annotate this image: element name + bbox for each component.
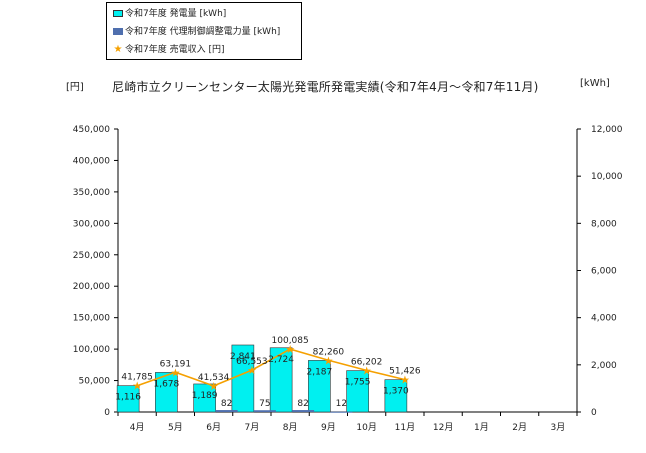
right-tick-label: 8,000	[591, 219, 617, 229]
x-tick-label: 7月	[245, 422, 260, 433]
curtailment-bar	[253, 410, 276, 412]
x-tick-label: 11月	[395, 422, 415, 433]
generation-data-label: 2,724	[268, 355, 294, 365]
curtailment-swatch-icon	[113, 28, 123, 35]
curtailment-bar	[292, 410, 315, 412]
left-tick-label: 150,000	[73, 314, 110, 324]
left-tick-label: 100,000	[73, 345, 110, 355]
revenue-point: ★	[285, 343, 295, 356]
revenue-data-label: 66,202	[351, 357, 383, 367]
generation-bar	[346, 370, 369, 413]
revenue-data-label: 100,085	[272, 336, 309, 346]
legend-item-generation: 令和7年度 発電量 [kWh]	[113, 8, 226, 20]
generation-data-label: 1,189	[192, 391, 218, 401]
x-tick-label: 10月	[356, 422, 376, 433]
left-tick-label: 250,000	[73, 251, 110, 261]
revenue-data-label: 63,191	[160, 359, 192, 369]
x-tick-label: 2月	[512, 422, 527, 433]
generation-data-label: 1,755	[345, 378, 371, 388]
generation-bar	[155, 372, 178, 413]
generation-data-label: 2,187	[306, 367, 332, 377]
left-tick-label: 350,000	[73, 188, 110, 198]
revenue-point: ★	[209, 380, 219, 393]
right-axis-unit: [kWh]	[580, 78, 610, 89]
curtailment-bar	[330, 411, 353, 413]
revenue-point: ★	[132, 380, 142, 393]
x-tick-label: 8月	[283, 422, 298, 433]
generation-bar	[116, 385, 140, 413]
left-tick-label: 0	[104, 408, 110, 418]
right-tick-label: 6,000	[591, 267, 617, 277]
left-tick-label: 200,000	[73, 282, 110, 292]
revenue-data-label: 41,785	[121, 373, 153, 383]
revenue-point: ★	[362, 364, 372, 377]
generation-bar	[193, 383, 216, 413]
curtailment-data-label: 82	[297, 399, 308, 409]
generation-bar	[269, 347, 293, 413]
chart-title: 尼崎市立クリーンセンター太陽光発電所発電実績(令和7年4月～令和7年11月)	[112, 80, 539, 94]
left-tick-label: 400,000	[73, 156, 110, 166]
left-tick-label: 300,000	[73, 219, 110, 229]
x-tick-label: 5月	[168, 422, 183, 433]
right-tick-label: 12,000	[591, 125, 623, 135]
right-tick-label: 2,000	[591, 361, 617, 371]
revenue-data-label: 66,553	[236, 357, 268, 367]
revenue-data-label: 41,534	[198, 373, 230, 383]
revenue-data-label: 82,260	[313, 347, 345, 357]
x-tick-label: 4月	[130, 422, 145, 433]
revenue-line	[136, 348, 406, 387]
revenue-point: ★	[247, 364, 257, 377]
revenue-point: ★	[400, 374, 410, 387]
right-tick-label: 0	[591, 408, 597, 418]
x-tick-label: 12月	[433, 422, 453, 433]
generation-swatch-icon	[113, 10, 123, 17]
star-marker-icon: ★	[113, 44, 123, 55]
generation-data-label: 2,841	[230, 352, 256, 362]
curtailment-bar	[215, 410, 238, 412]
left-tick-label: 50,000	[79, 377, 111, 387]
right-tick-label: 10,000	[591, 172, 623, 182]
revenue-point: ★	[170, 366, 180, 379]
x-tick-label: 3月	[551, 422, 566, 433]
generation-data-label: 1,678	[153, 379, 179, 389]
generation-data-label: 1,370	[383, 387, 409, 397]
x-tick-label: 1月	[474, 422, 489, 433]
x-tick-label: 9月	[321, 422, 336, 433]
revenue-point: ★	[323, 354, 333, 367]
legend-item-revenue: ★ 令和7年度 売電収入 [円]	[113, 44, 225, 56]
curtailment-data-label: 82	[221, 399, 232, 409]
legend-label-curtailment: 令和7年度 代理制御調整電力量 [kWh]	[125, 27, 281, 37]
legend-item-curtailment: 令和7年度 代理制御調整電力量 [kWh]	[113, 26, 280, 38]
left-axis-unit: [円]	[66, 82, 84, 93]
right-tick-label: 4,000	[591, 314, 617, 324]
curtailment-data-label: 12	[336, 399, 347, 409]
curtailment-data-label: 75	[259, 399, 270, 409]
legend-label-revenue: 令和7年度 売電収入 [円]	[125, 45, 225, 55]
generation-bar	[308, 360, 331, 413]
x-tick-label: 6月	[206, 422, 221, 433]
revenue-data-label: 51,426	[389, 367, 421, 377]
legend-label-generation: 令和7年度 発電量 [kWh]	[125, 9, 227, 19]
generation-bar	[384, 379, 408, 413]
left-tick-label: 450,000	[73, 125, 110, 135]
generation-data-label: 1,116	[115, 393, 141, 403]
legend: 令和7年度 発電量 [kWh] 令和7年度 代理制御調整電力量 [kWh] ★ 令…	[106, 2, 302, 60]
